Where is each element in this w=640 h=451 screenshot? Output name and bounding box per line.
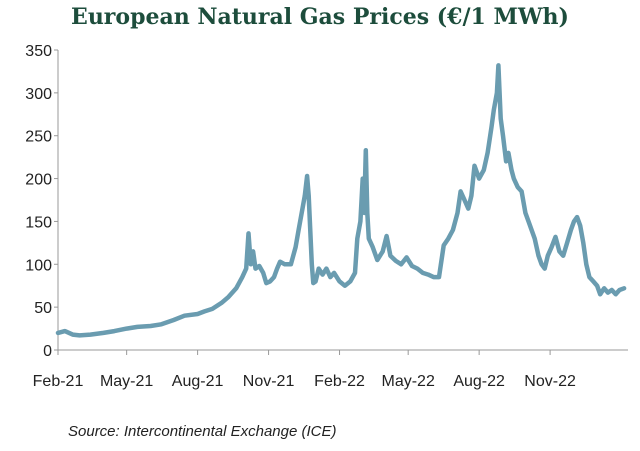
x-tick-label: Feb-21 [33,373,84,390]
y-tick-label: 150 [25,214,52,231]
y-axis-ticks: 0 50 100 150 200 250 300 350 [25,43,58,360]
x-tick-label: Nov-22 [524,373,576,390]
y-tick-label: 300 [25,86,52,103]
x-tick-label: Aug-21 [172,373,224,390]
source-note: Source: Intercontinental Exchange (ICE) [68,423,337,440]
y-tick-label: 100 [25,257,52,274]
x-tick-label: May-22 [381,373,434,390]
x-tick-label: May-21 [100,373,153,390]
x-tick-label: Nov-21 [243,373,295,390]
y-tick-label: 0 [43,343,52,360]
chart-title: European Natural Gas Prices (€/1 MWh) [71,4,569,30]
y-tick-label: 350 [25,43,52,60]
y-tick-label: 250 [25,129,52,146]
x-axis-ticks: Feb-21 May-21 Aug-21 Nov-21 Feb-22 May-22 Aug-… [33,350,576,390]
axes [57,50,628,351]
series-line-gas-price [55,63,627,338]
y-tick-label: 200 [25,172,52,189]
y-tick-label: 50 [34,300,52,317]
series-group [55,63,627,338]
x-tick-label: Feb-22 [314,373,365,390]
x-tick-label: Aug-22 [453,373,505,390]
